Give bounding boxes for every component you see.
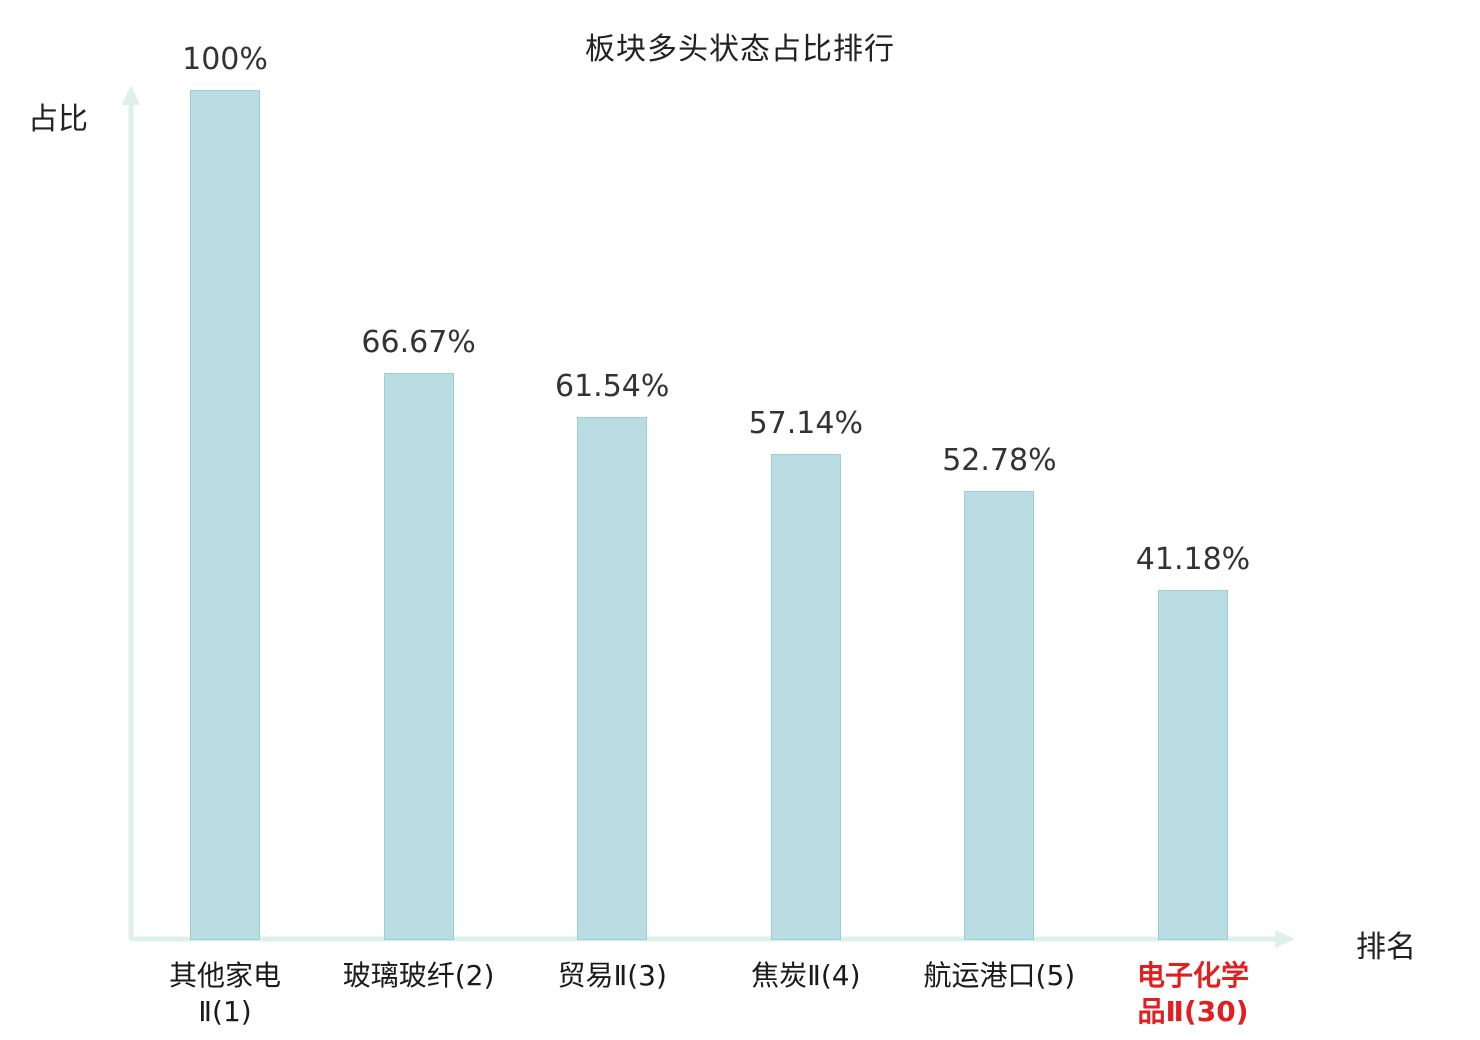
bar-category-label: 其他家电 Ⅱ(1): [168, 959, 281, 1029]
bar-value-label: 66.67%: [361, 325, 476, 361]
y-axis-arrow-icon: [122, 85, 140, 105]
bar: [1158, 589, 1228, 940]
bar-category-label: 航运港口(5): [923, 959, 1076, 992]
y-axis-label: 占比: [28, 102, 88, 137]
x-axis-arrow-icon: [1275, 930, 1295, 948]
bar: [577, 416, 648, 940]
bar: [383, 373, 454, 940]
bar-category-label: 玻璃玻纤(2): [342, 959, 495, 992]
bar-category-label: 贸易Ⅱ(3): [557, 959, 667, 992]
bar-category-label: 电子化学 品Ⅱ(30): [1136, 959, 1249, 1029]
bar: [190, 90, 260, 940]
bar-value-label: 61.54%: [554, 368, 670, 404]
bar: [964, 491, 1035, 940]
x-axis-label: 排名: [1356, 930, 1416, 965]
bar-value-label: 57.14%: [748, 406, 863, 442]
bar-category-label: 焦炭Ⅱ(4): [751, 959, 861, 992]
bar-value-label: 41.18%: [1135, 541, 1251, 577]
chart-title: 板块多头状态占比排行: [585, 32, 895, 67]
bar-value-label: 52.78%: [942, 443, 1057, 479]
bar: [770, 454, 841, 940]
bar-value-label: 100%: [182, 42, 268, 77]
